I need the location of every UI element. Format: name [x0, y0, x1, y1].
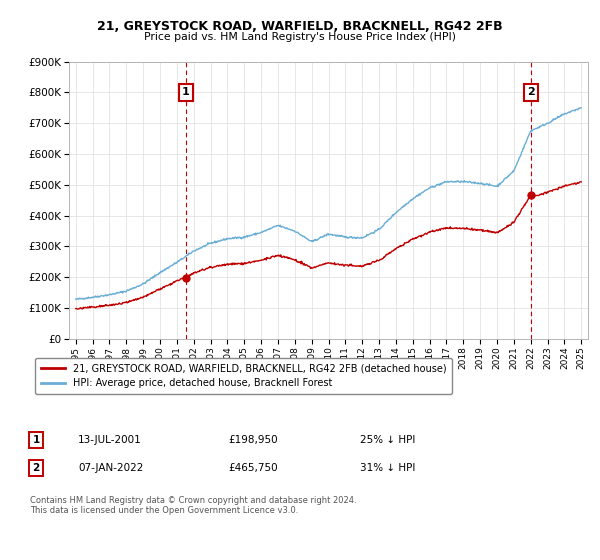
Text: 1: 1	[32, 435, 40, 445]
Text: 25% ↓ HPI: 25% ↓ HPI	[360, 435, 415, 445]
Text: 2: 2	[527, 87, 535, 97]
Text: 1: 1	[182, 87, 190, 97]
Text: £198,950: £198,950	[228, 435, 278, 445]
Text: 31% ↓ HPI: 31% ↓ HPI	[360, 463, 415, 473]
Legend: 21, GREYSTOCK ROAD, WARFIELD, BRACKNELL, RG42 2FB (detached house), HPI: Average: 21, GREYSTOCK ROAD, WARFIELD, BRACKNELL,…	[35, 358, 452, 394]
Text: Price paid vs. HM Land Registry's House Price Index (HPI): Price paid vs. HM Land Registry's House …	[144, 32, 456, 42]
Text: 2: 2	[32, 463, 40, 473]
Text: Contains HM Land Registry data © Crown copyright and database right 2024.
This d: Contains HM Land Registry data © Crown c…	[30, 496, 356, 515]
Text: 21, GREYSTOCK ROAD, WARFIELD, BRACKNELL, RG42 2FB: 21, GREYSTOCK ROAD, WARFIELD, BRACKNELL,…	[97, 20, 503, 32]
Text: 07-JAN-2022: 07-JAN-2022	[78, 463, 143, 473]
Text: 13-JUL-2001: 13-JUL-2001	[78, 435, 142, 445]
Text: £465,750: £465,750	[228, 463, 278, 473]
